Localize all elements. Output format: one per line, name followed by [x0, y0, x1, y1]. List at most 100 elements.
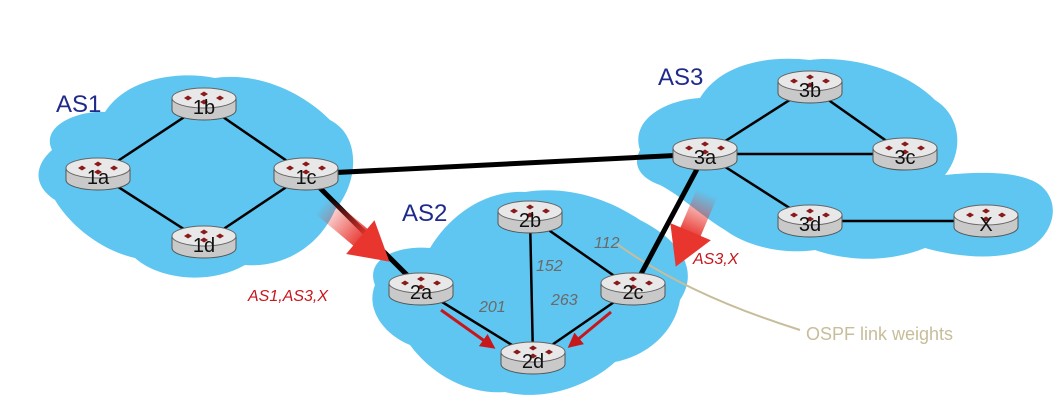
router-arrow-mark: [200, 91, 208, 97]
router-1a[interactable]: 1a: [65, 157, 131, 191]
routers-layer: 1a 1b 1c 1d 2a 2b 2c 2d 3a 3b 3c 3d X: [65, 70, 1019, 375]
router-1b[interactable]: 1b: [171, 87, 237, 121]
router-3a[interactable]: 3a: [672, 137, 738, 171]
router-icon-top: [777, 204, 843, 226]
as1-label: AS1: [56, 91, 101, 118]
fade-arrow-to-2c: [670, 188, 718, 267]
as1-cloud: [38, 75, 354, 278]
router-arrow-mark: [286, 165, 294, 171]
router-arrow-mark: [216, 233, 224, 239]
router-arrow-mark: [200, 237, 208, 243]
callout-leader-line: [616, 243, 801, 331]
advertisement-at-2a: AS1,AS3,X: [247, 288, 329, 305]
router-label: X: [979, 214, 992, 236]
arrow-2a-to-2d: [440, 308, 496, 349]
router-arrow-mark: [417, 276, 425, 282]
fade-arrow-shaft: [314, 196, 369, 247]
weight-2b-2c: 112: [594, 235, 620, 252]
router-label: 2a: [410, 282, 433, 304]
router-label: 2b: [519, 210, 541, 232]
as-clouds: [38, 58, 1053, 395]
router-arrow-mark: [200, 99, 208, 105]
router-arrow-mark: [526, 212, 534, 218]
weight-2c-2d: 263: [550, 292, 578, 309]
router-label: 3d: [799, 214, 821, 236]
router-arrow-mark: [302, 161, 310, 167]
ospf-callout-label: OSPF link weights: [806, 324, 953, 344]
router-arrow-mark: [806, 216, 814, 222]
router-arrow-mark: [510, 208, 518, 214]
path-advertisements: AS1,AS3,X AS3,X: [247, 251, 740, 305]
router-arrow-mark: [917, 145, 925, 151]
router-arrow-mark: [513, 349, 521, 355]
router-arrow-mark: [982, 208, 990, 214]
router-icon-top: [273, 157, 339, 179]
router-arrow-mark: [629, 284, 637, 290]
router-arrow-mark: [110, 165, 118, 171]
router-arrow-mark: [822, 78, 830, 84]
router-arrow-mark: [401, 280, 409, 286]
router-label: 1d: [193, 235, 215, 257]
as3-cloud: [636, 58, 1053, 259]
as3-label: AS3: [658, 64, 703, 91]
router-arrow-mark: [184, 95, 192, 101]
router-label: 3c: [894, 147, 915, 169]
router-arrow-mark: [216, 95, 224, 101]
router-icon-top: [65, 157, 131, 179]
router-arrow-mark: [542, 208, 550, 214]
router-arrow-mark: [901, 149, 909, 155]
router-1c[interactable]: 1c: [273, 157, 339, 191]
router-arrow-mark: [529, 345, 537, 351]
route-arrows: [440, 308, 612, 349]
router-arrow-mark: [526, 204, 534, 210]
router-3c[interactable]: 3c: [872, 137, 938, 171]
router-icon-top: [171, 225, 237, 247]
router-arrow-mark: [184, 233, 192, 239]
as2-label: AS2: [402, 200, 447, 227]
router-arrow-mark: [529, 353, 537, 359]
fade-arrow-head: [670, 223, 711, 267]
as2-cloud: [372, 190, 688, 395]
router-x[interactable]: X: [953, 204, 1019, 238]
router-arrow-mark: [545, 349, 553, 355]
fade-arrows: [314, 188, 718, 267]
router-arrow-mark: [885, 145, 893, 151]
router-arrow-mark: [901, 141, 909, 147]
link-1c-3a: [305, 151, 706, 177]
router-icon-top: [953, 204, 1019, 226]
router-icon-top: [872, 137, 938, 159]
router-arrow-mark: [94, 169, 102, 175]
advertisement-at-2c: AS3,X: [692, 251, 740, 268]
router-arrow-mark: [645, 280, 653, 286]
router-arrow-mark: [982, 216, 990, 222]
router-arrow-mark: [806, 74, 814, 80]
router-label: 1b: [193, 97, 215, 119]
router-1d[interactable]: 1d: [171, 225, 237, 259]
router-arrow-mark: [417, 284, 425, 290]
router-icon-top: [388, 272, 454, 294]
router-icon-top: [497, 200, 563, 222]
router-2c[interactable]: 2c: [600, 272, 666, 306]
router-label: 2d: [522, 351, 544, 373]
fade-arrow-shaft: [679, 188, 718, 238]
router-arrow-mark: [685, 145, 693, 151]
ospf-weights: 201 152 112 263: [478, 235, 620, 316]
router-2a[interactable]: 2a: [388, 272, 454, 306]
router-2d[interactable]: 2d: [500, 341, 566, 375]
router-arrow-mark: [701, 141, 709, 147]
weight-2b-2d: 152: [536, 258, 563, 275]
router-label: 3b: [799, 80, 821, 102]
router-arrow-mark: [966, 212, 974, 218]
router-2b[interactable]: 2b: [497, 200, 563, 234]
router-3d[interactable]: 3d: [777, 204, 843, 238]
router-icon-top: [600, 272, 666, 294]
arrow-2c-to-2d: [567, 310, 612, 348]
link-3a-2c: [630, 152, 708, 291]
router-3b[interactable]: 3b: [777, 70, 843, 104]
router-arrow-mark: [717, 145, 725, 151]
router-arrow-mark: [701, 149, 709, 155]
router-label: 2c: [622, 282, 643, 304]
router-arrow-mark: [806, 82, 814, 88]
router-arrow-mark: [998, 212, 1006, 218]
